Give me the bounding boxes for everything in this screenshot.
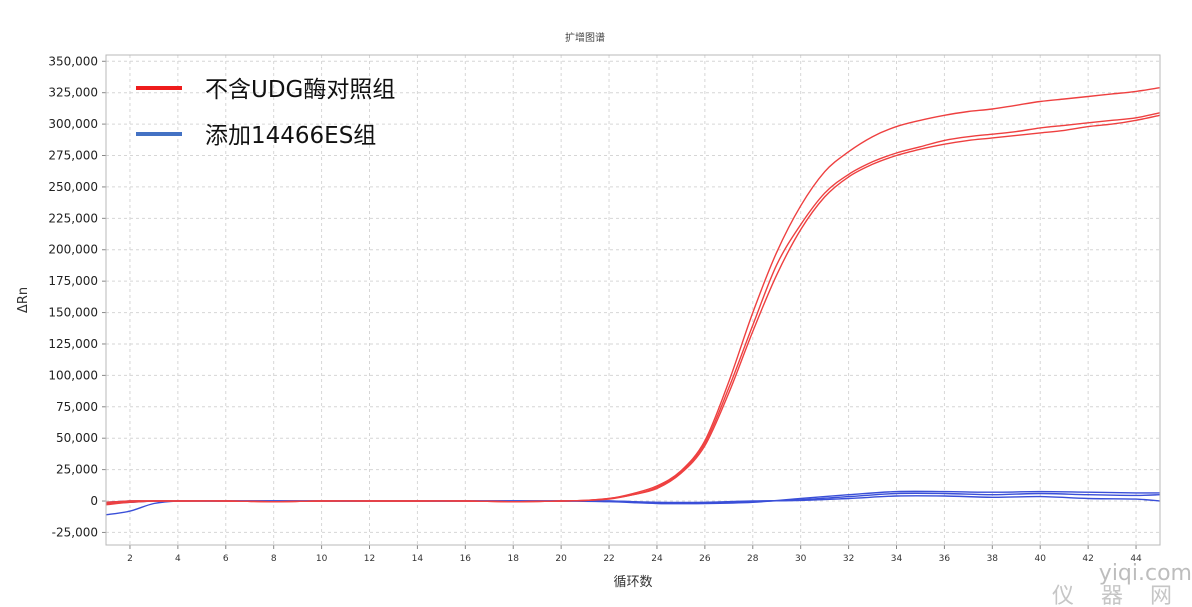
series-layer: [105, 87, 1161, 516]
legend-label-udg: 添加14466ES组: [205, 123, 376, 149]
y-tick-label: 100,000: [48, 368, 98, 382]
series-line-control-2: [105, 114, 1161, 506]
x-tick-label: 26: [699, 554, 711, 564]
y-tick-label: 325,000: [48, 86, 98, 100]
x-tick-label: 42: [1082, 554, 1093, 564]
watermark-line2: 仪 器 网: [1052, 584, 1182, 607]
legend: 不含UDG酶对照组 添加14466ES组: [136, 77, 395, 149]
x-tick-label: 14: [412, 554, 424, 564]
y-tick-label: 75,000: [56, 400, 98, 414]
x-tick-label: 16: [460, 554, 472, 564]
x-tick-label: 22: [603, 554, 614, 564]
y-tick-label: 150,000: [48, 306, 98, 320]
x-tick-label: 8: [271, 554, 277, 564]
plot-area: [106, 55, 1160, 545]
x-tick-label: 34: [891, 554, 903, 564]
legend-label-control: 不含UDG酶对照组: [205, 77, 395, 103]
x-tick-label: 18: [508, 554, 520, 564]
x-tick-label: 12: [364, 554, 375, 564]
y-tick-label: 50,000: [56, 431, 98, 445]
y-tick-label: 25,000: [56, 463, 98, 477]
x-tick-label: 28: [747, 554, 759, 564]
plot-frame: [105, 54, 1161, 546]
y-tick-label: 125,000: [48, 337, 98, 351]
x-tick-label: 38: [987, 554, 999, 564]
x-tick-label: 4: [175, 554, 181, 564]
y-tick-label: 350,000: [48, 54, 98, 68]
y-tick-label: 0: [90, 494, 98, 508]
y-tick-label: 225,000: [48, 211, 98, 225]
watermark-line1: yiqi.com: [1099, 561, 1192, 586]
y-tick-label: 250,000: [48, 180, 98, 194]
x-tick-label: 30: [795, 554, 807, 564]
x-axis-ticks: 2 4 6 8 10 12 14 16 18 20 22 24 26 28 30 32 34 36 38 40 42 44: [127, 545, 1142, 564]
x-tick-label: 6: [223, 554, 229, 564]
x-tick-label: 32: [843, 554, 854, 564]
y-tick-label: 200,000: [48, 243, 98, 257]
y-axis-label: ΔRn: [16, 287, 31, 313]
x-tick-label: 44: [1130, 554, 1142, 564]
x-tick-label: 36: [939, 554, 951, 564]
x-tick-label: 40: [1035, 554, 1047, 564]
watermark: yiqi.com 仪 器 网: [1052, 561, 1192, 607]
x-tick-label: 24: [651, 554, 663, 564]
gridlines: [106, 55, 1160, 545]
y-tick-label: -25,000: [52, 525, 98, 539]
x-tick-label: 20: [555, 554, 567, 564]
y-tick-label: 175,000: [48, 274, 98, 288]
y-tick-label: 300,000: [48, 117, 98, 131]
x-tick-label: 2: [127, 554, 133, 564]
y-tick-label: 275,000: [48, 149, 98, 163]
x-tick-label: 10: [316, 554, 328, 564]
x-axis-label: 循环数: [613, 575, 652, 590]
y-axis-ticks: -25,000 0 25,000 50,000 75,000 100,000 125,000…: [48, 54, 106, 539]
chart-title: 扩增图谱: [565, 31, 605, 44]
